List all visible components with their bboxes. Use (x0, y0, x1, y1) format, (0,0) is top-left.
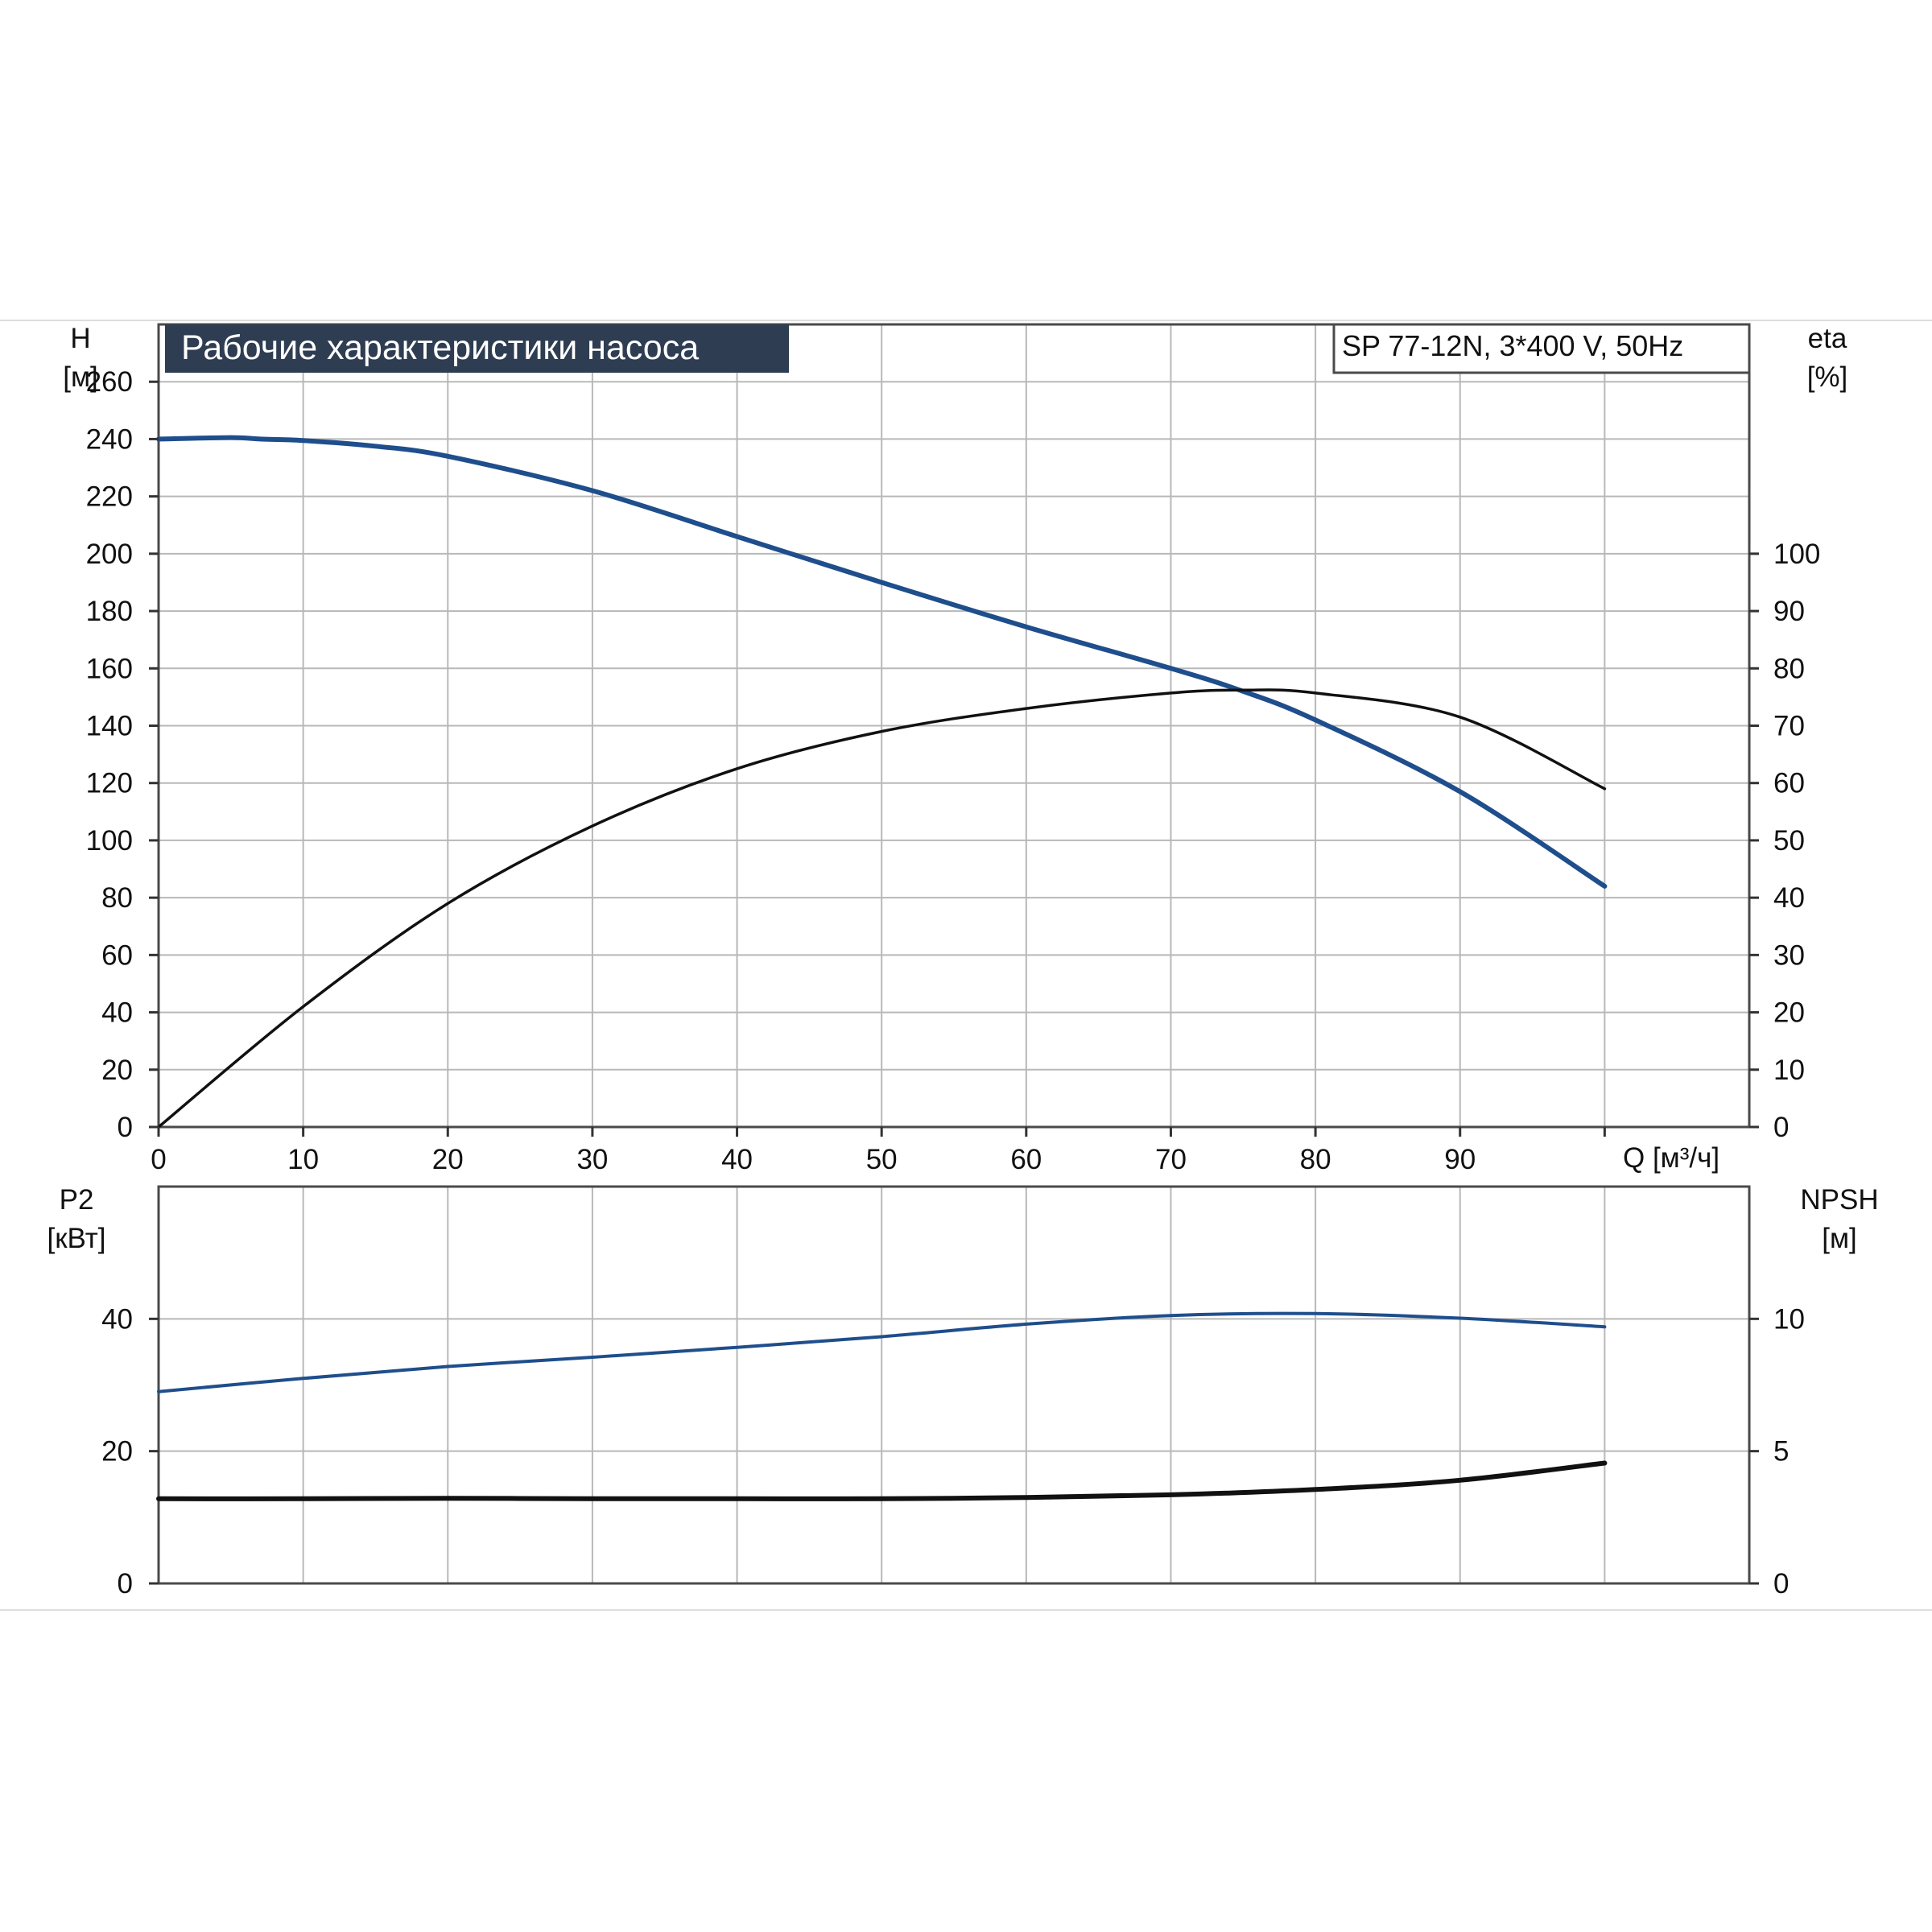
p2-axis-tick-label: 20 (101, 1436, 133, 1468)
h-axis-tick-label: 240 (86, 423, 133, 455)
chart-subtitle-box (1332, 323, 1751, 374)
bottom-series-group (156, 1311, 1608, 1501)
h-axis-tick-label: 220 (86, 481, 133, 513)
q-axis-tick-label: 80 (1300, 1144, 1331, 1175)
npsh-curve (156, 1460, 1608, 1501)
eta-axis-tick-label: 30 (1773, 939, 1805, 971)
eta-axis-tick-label: 20 (1773, 997, 1805, 1029)
chart-title-box (165, 324, 789, 373)
chart-title: Рабочие характеристики насоса (181, 328, 699, 367)
h-axis-tick-label: 100 (86, 825, 133, 857)
top-series-group (156, 435, 1608, 1129)
head-curve (156, 435, 1608, 889)
h-axis-tick-label: 80 (101, 882, 133, 914)
bottom-tick-labels: 0 20 40 0 5 10 (101, 1303, 1805, 1600)
q-axis-tick-label: 70 (1155, 1144, 1187, 1175)
bottom-plot-frame (157, 1185, 1751, 1585)
h-axis-tick-label: 20 (101, 1055, 133, 1086)
eta-axis-tick-label: 10 (1773, 1055, 1805, 1086)
top-tick-labels: 0204060801001201401601802002202402600102… (86, 366, 1821, 1175)
npsh-axis-tick-label: 0 (1773, 1568, 1789, 1600)
efficiency-curve (157, 688, 1607, 1129)
h-axis-tick-label: 40 (101, 997, 133, 1029)
q-axis-tick-label: 60 (1010, 1144, 1042, 1175)
q-axis-tick-label: 0 (151, 1144, 166, 1175)
npsh-axis-unit: [м] (1822, 1223, 1857, 1254)
eta-axis-tick-label: 0 (1773, 1112, 1789, 1143)
h-axis-tick-label: 60 (101, 939, 133, 971)
npsh-axis-tick-label: 5 (1773, 1436, 1789, 1468)
h-axis-tick-label: 160 (86, 653, 133, 684)
p2-axis-unit: [кВт] (47, 1223, 106, 1254)
p2-axis-tick-label: 40 (101, 1303, 133, 1335)
h-axis-tick-label: 0 (118, 1112, 133, 1143)
h-axis-tick-label: 260 (86, 366, 133, 398)
eta-axis-tick-label: 80 (1773, 653, 1805, 684)
eta-axis-unit: [%] (1807, 361, 1848, 393)
eta-axis-tick-label: 50 (1773, 825, 1805, 857)
eta-axis-label: eta (1808, 323, 1847, 354)
h-axis-unit: [м] (63, 361, 98, 393)
q-axis-tick-label: 40 (721, 1144, 753, 1175)
h-axis-tick-label: 200 (86, 539, 133, 570)
npsh-axis-label: NPSH (1800, 1184, 1878, 1216)
npsh-axis-tick-label: 10 (1773, 1303, 1805, 1335)
q-axis-tick-label: 10 (287, 1144, 319, 1175)
p2-axis-tick-label: 0 (118, 1568, 133, 1600)
h-axis-tick-label: 180 (86, 596, 133, 627)
q-axis-label: Q [м³/ч] (1623, 1142, 1719, 1174)
eta-axis-tick-label: 60 (1773, 768, 1805, 799)
p2-axis-label: P2 (60, 1184, 94, 1216)
h-axis-tick-label: 140 (86, 711, 133, 742)
q-axis-tick-label: 20 (432, 1144, 464, 1175)
q-axis-tick-label: 50 (866, 1144, 898, 1175)
q-axis-tick-label: 30 (576, 1144, 608, 1175)
eta-axis-tick-label: 100 (1773, 539, 1820, 570)
q-axis-tick-label: 90 (1444, 1144, 1476, 1175)
h-axis-label: H (70, 323, 90, 354)
power-p2-curve (157, 1311, 1607, 1393)
eta-axis-tick-label: 70 (1773, 711, 1805, 742)
bottom-grid (159, 1187, 1749, 1584)
chart-subtitle: SP 77-12N, 3*400 V, 50Hz (1342, 329, 1683, 362)
eta-axis-tick-label: 90 (1773, 596, 1805, 627)
eta-axis-tick-label: 40 (1773, 882, 1805, 914)
top-grid (159, 324, 1749, 1128)
h-axis-tick-label: 120 (86, 768, 133, 799)
